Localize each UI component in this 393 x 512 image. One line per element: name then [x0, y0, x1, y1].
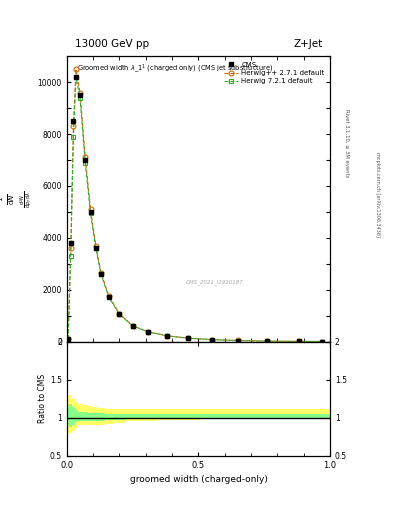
CMS	[130, 323, 135, 329]
Herwig++ 2.7.1 default	[71, 123, 76, 130]
Herwig++ 2.7.1 default	[83, 155, 88, 161]
Herwig 7.2.1 default	[78, 95, 83, 101]
CMS	[146, 329, 151, 335]
Y-axis label: Ratio to CMS: Ratio to CMS	[38, 374, 47, 423]
CMS	[83, 157, 88, 163]
Line: Herwig 7.2.1 default: Herwig 7.2.1 default	[66, 75, 325, 344]
Text: 13000 GeV pp: 13000 GeV pp	[75, 38, 149, 49]
Herwig 7.2.1 default	[71, 134, 76, 140]
Herwig 7.2.1 default	[209, 336, 214, 343]
CMS	[185, 335, 190, 342]
Herwig++ 2.7.1 default	[117, 311, 122, 317]
Text: Z+Jet: Z+Jet	[293, 38, 322, 49]
CMS	[236, 337, 241, 344]
Herwig 7.2.1 default	[99, 271, 103, 277]
Herwig 7.2.1 default	[83, 160, 88, 166]
Herwig++ 2.7.1 default	[209, 336, 214, 343]
Text: Groomed width $\lambda\_1^1$ (charged only) (CMS jet substructure): Groomed width $\lambda\_1^1$ (charged on…	[77, 62, 274, 75]
CMS	[107, 294, 111, 301]
Herwig 7.2.1 default	[146, 329, 151, 335]
Herwig 7.2.1 default	[73, 74, 78, 80]
Herwig 7.2.1 default	[68, 253, 73, 259]
Herwig++ 2.7.1 default	[146, 329, 151, 335]
Herwig++ 2.7.1 default	[78, 90, 83, 96]
Herwig++ 2.7.1 default	[99, 270, 103, 276]
Herwig 7.2.1 default	[117, 311, 122, 317]
CMS	[296, 338, 301, 345]
CMS	[68, 240, 73, 246]
CMS	[117, 311, 122, 317]
Herwig 7.2.1 default	[165, 333, 169, 339]
CMS	[94, 245, 98, 251]
Line: CMS: CMS	[66, 75, 324, 344]
X-axis label: groomed width (charged-only): groomed width (charged-only)	[130, 475, 267, 484]
Herwig 7.2.1 default	[185, 335, 190, 342]
Herwig++ 2.7.1 default	[130, 323, 135, 329]
Herwig++ 2.7.1 default	[264, 338, 269, 344]
CMS	[73, 74, 78, 80]
Text: mcplots.cern.ch [arXiv:1306.3436]: mcplots.cern.ch [arXiv:1306.3436]	[375, 152, 380, 237]
Line: Herwig++ 2.7.1 default: Herwig++ 2.7.1 default	[66, 67, 325, 344]
CMS	[99, 271, 103, 277]
Text: CMS_2021_I1920187: CMS_2021_I1920187	[185, 279, 243, 285]
CMS	[209, 336, 214, 343]
Text: Rivet 3.1.10, ≥ 3M events: Rivet 3.1.10, ≥ 3M events	[344, 109, 349, 178]
Herwig 7.2.1 default	[88, 210, 93, 216]
Herwig++ 2.7.1 default	[185, 335, 190, 341]
Herwig++ 2.7.1 default	[296, 338, 301, 345]
CMS	[71, 118, 76, 124]
Herwig 7.2.1 default	[236, 337, 241, 344]
Herwig++ 2.7.1 default	[165, 333, 169, 339]
Herwig 7.2.1 default	[320, 338, 325, 345]
Herwig++ 2.7.1 default	[68, 245, 73, 251]
Herwig++ 2.7.1 default	[66, 336, 70, 342]
Herwig++ 2.7.1 default	[107, 293, 111, 300]
CMS	[264, 338, 269, 344]
Herwig 7.2.1 default	[107, 294, 111, 301]
Y-axis label: $\mathrm{1}$
$\overline{\mathrm{d}N}$
$\frac{\mathrm{d}^2 N}{\mathrm{d}p_T\,\mat: $\mathrm{1}$ $\overline{\mathrm{d}N}$ $\…	[0, 190, 35, 207]
Legend: CMS, Herwig++ 2.7.1 default, Herwig 7.2.1 default: CMS, Herwig++ 2.7.1 default, Herwig 7.2.…	[222, 60, 327, 86]
Herwig 7.2.1 default	[130, 323, 135, 329]
Herwig 7.2.1 default	[94, 245, 98, 251]
CMS	[78, 92, 83, 98]
Herwig++ 2.7.1 default	[94, 243, 98, 249]
Herwig++ 2.7.1 default	[320, 338, 325, 345]
Herwig 7.2.1 default	[66, 336, 70, 342]
CMS	[165, 333, 169, 339]
Herwig++ 2.7.1 default	[73, 66, 78, 72]
Herwig++ 2.7.1 default	[236, 337, 241, 344]
CMS	[66, 336, 70, 342]
Herwig 7.2.1 default	[264, 338, 269, 344]
CMS	[88, 209, 93, 215]
Herwig 7.2.1 default	[296, 338, 301, 345]
Herwig++ 2.7.1 default	[88, 206, 93, 212]
CMS	[320, 338, 325, 345]
